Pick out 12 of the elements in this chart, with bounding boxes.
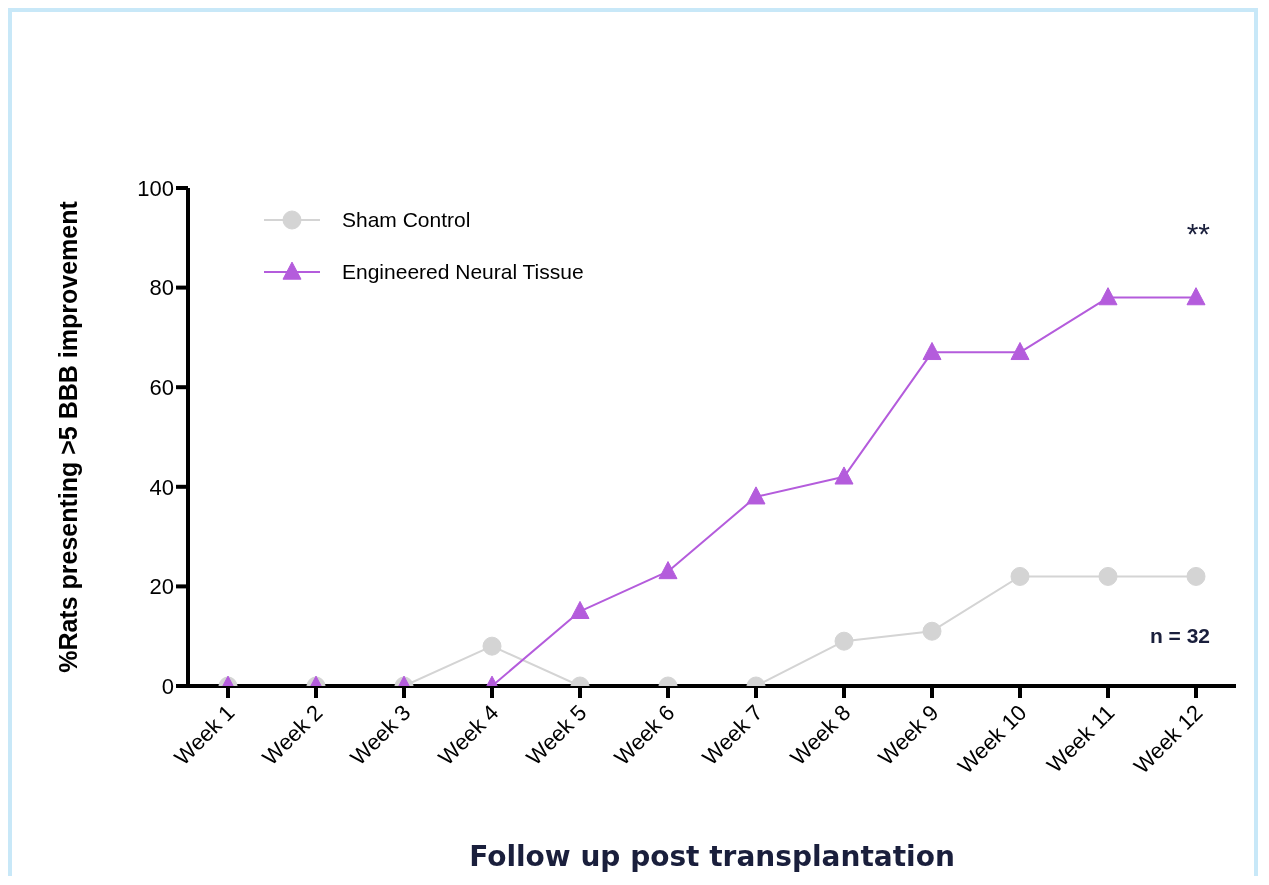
y-tick-label: 0 [161, 673, 174, 699]
y-tick-label: 40 [149, 474, 174, 500]
y-tick-label: 80 [149, 275, 174, 301]
x-axis-title: Follow up post transplantation [469, 840, 955, 873]
y-axis-title: %Rats presenting >5 BBB improvement [53, 200, 82, 673]
annotation: n = 32 [1149, 624, 1210, 648]
y-tick-label: 60 [149, 375, 174, 401]
y-tick-label: 100 [137, 175, 174, 201]
annotation: ** [1186, 217, 1210, 251]
legend-label: Engineered Neural Tissue [342, 260, 584, 284]
y-tick-label: 20 [149, 574, 174, 600]
legend-label: Sham Control [342, 208, 471, 232]
